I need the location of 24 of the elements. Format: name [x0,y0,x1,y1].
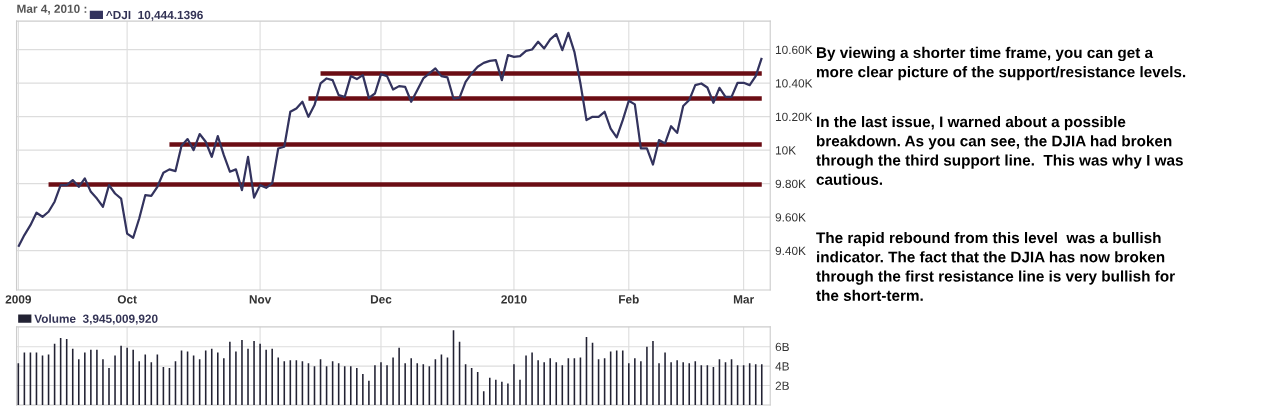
y-tick-label: 10.40K [775,79,813,88]
y-tick-label: 10K [775,146,796,155]
y-tick-label: 9.60K [775,213,806,222]
text: The rapid rebound from this level was a bullish indicator. The fact that the DJIA has now broken through the first resistance line is very bullish for the short-term. [816,231,1175,301]
x-tick-label: Oct [117,295,137,304]
y-tick-label: 10.60K [775,45,813,55]
line-series [17,31,763,248]
y-tick-label: 9.80K [775,179,806,189]
y-tick-label: 2B [775,381,789,390]
text: By viewing a shorter time frame, you can get a more clear picture of the support/resistance levels. [816,46,1186,81]
x-tick-label: Nov [249,295,272,304]
legend-label: Volume 3,945,009,920 [34,314,158,325]
x-tick-label: Feb [619,294,639,304]
y-tick-label: 6B [775,342,789,352]
x-tick-label: 2009 [5,295,32,304]
y-tick-label: 10.20K [775,112,813,122]
legend-label: ^DJI 10,444.1396 [106,10,203,21]
x-tick-label: Dec [370,295,392,304]
x-tick-label: Mar [733,295,754,304]
text: In the last issue, I warned about a possible breakdown. As you can see, the DJIA had broken through the third support line. This was why I was cautious. [816,115,1183,185]
y-tick-label: 9.40K [775,246,806,256]
x-tick-label: 2010 [501,295,527,304]
y-tick-label: 4B [775,362,789,371]
chart-title: Mar 4, 2010 : [17,4,87,15]
